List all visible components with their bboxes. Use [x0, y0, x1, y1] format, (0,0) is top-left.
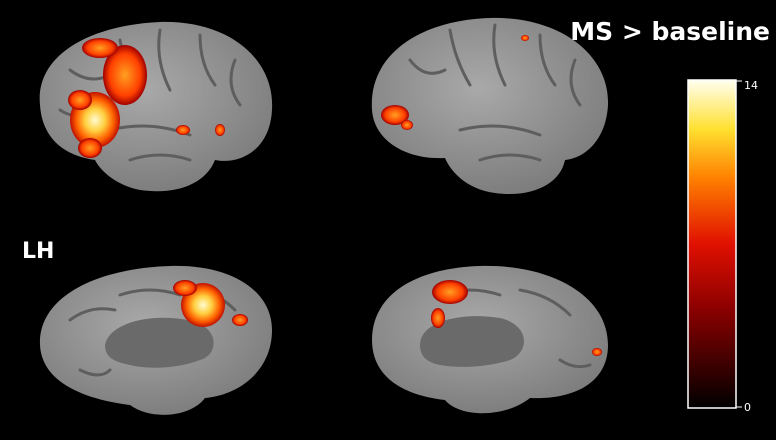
colorbar-max-label: 14: [744, 79, 758, 92]
colorbar-gradient: [687, 79, 737, 409]
colorbar: 14 0: [687, 79, 758, 414]
brain-medial-left: [39, 265, 272, 415]
figure-title: MS > baseline: [570, 17, 770, 46]
colorbar-min-label: 0: [744, 401, 751, 414]
brain-medial-right: [372, 265, 608, 414]
brain-lateral-right: [371, 17, 609, 195]
hemisphere-label: LH: [22, 239, 54, 264]
brain-lateral-left: [39, 21, 273, 192]
